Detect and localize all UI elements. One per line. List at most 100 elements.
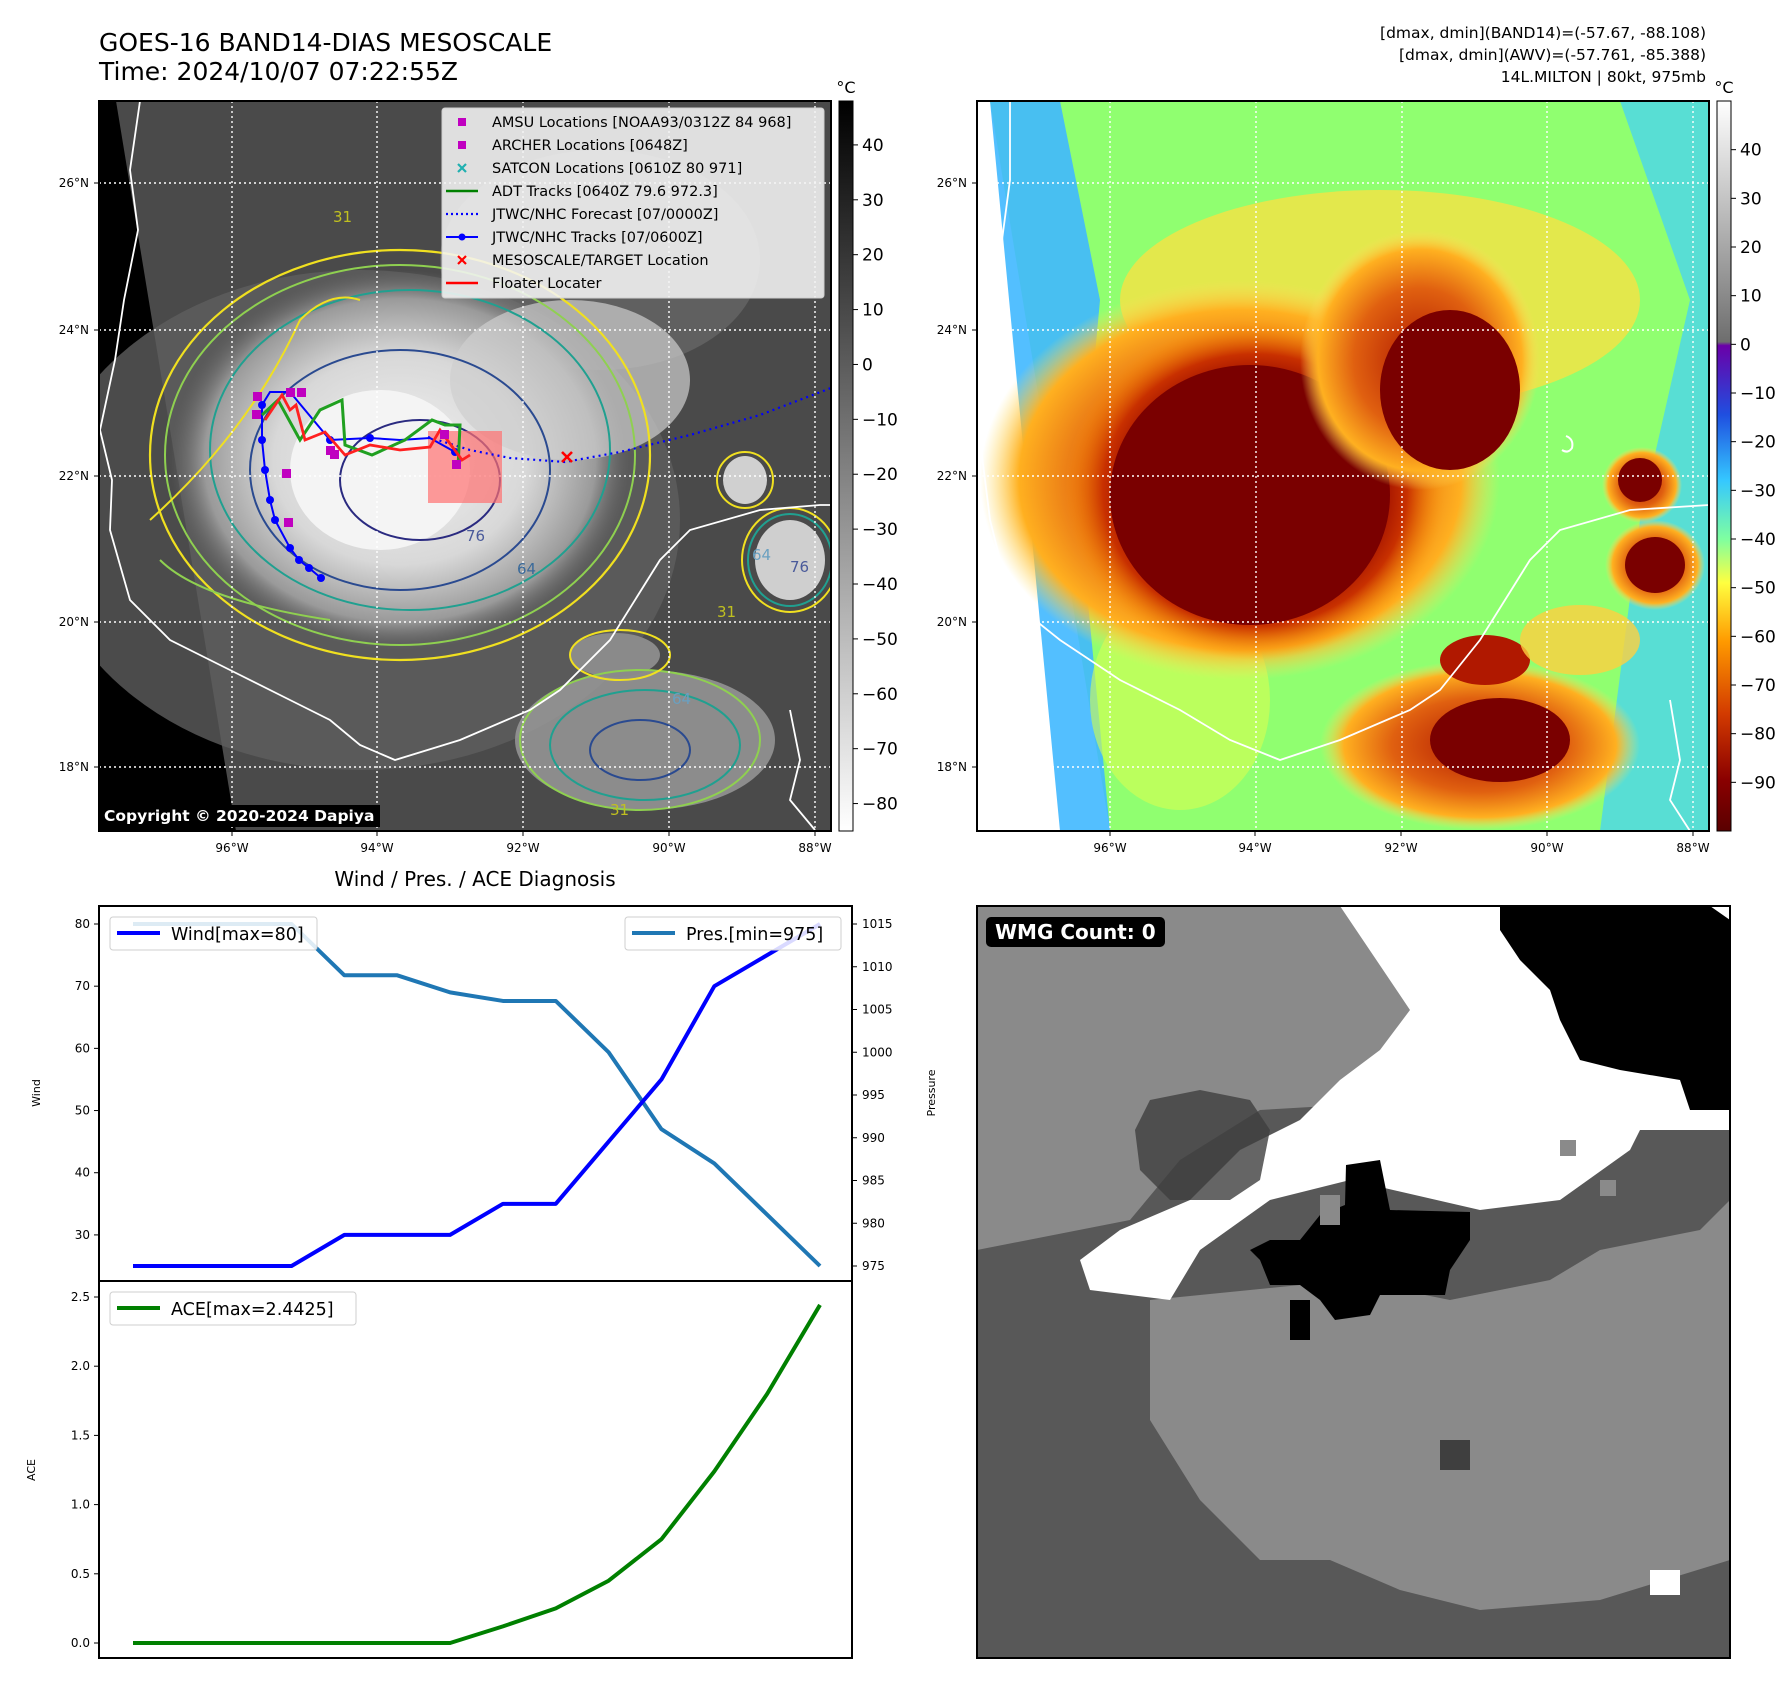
- gray-colorbar-tick-label: 0: [862, 355, 873, 375]
- enhanced-map-panel: [977, 101, 1709, 831]
- pressure-tick-label: 1000: [862, 1045, 893, 1059]
- lon-tick-label: 96°W: [1093, 841, 1126, 855]
- color-colorbar-tick-label: 40: [1740, 141, 1762, 161]
- wind-legend-label: Wind[max=80]: [171, 925, 304, 945]
- contour-label: 31: [333, 208, 352, 226]
- legend-label: ADT Tracks [0640Z 79.6 972.3]: [492, 184, 718, 200]
- color-colorbar-tick-label: −30: [1740, 481, 1776, 501]
- diagnosis-title: Wind / Pres. / ACE Diagnosis: [334, 867, 615, 891]
- gray-colorbar-tick-label: 30: [862, 191, 884, 211]
- legend-label: SATCON Locations [0610Z 80 971]: [492, 161, 742, 177]
- lat-tick-label: 26°N: [937, 176, 967, 190]
- wmg-frame: [976, 905, 1731, 1659]
- lat-tick-label: 22°N: [59, 469, 89, 483]
- ace-tick-label: 1.5: [71, 1428, 90, 1442]
- lon-tick-label: 96°W: [215, 841, 248, 855]
- contour-label: 64: [752, 546, 771, 564]
- lat-tick-label: 26°N: [59, 176, 89, 190]
- pressure-legend: Pres.[min=975]: [624, 916, 842, 951]
- info-line3: 14L.MILTON | 80kt, 975mb: [1501, 68, 1706, 86]
- lat-tick-label: 20°N: [937, 615, 967, 629]
- gray-colorbar: [838, 100, 854, 832]
- color-colorbar: [1716, 100, 1732, 832]
- contour-label: 31: [717, 603, 736, 621]
- ace-legend: ACE[max=2.4425]: [109, 1291, 357, 1326]
- legend-label: ARCHER Locations [0648Z]: [492, 138, 688, 154]
- gray-colorbar-tick-label: 20: [862, 246, 884, 266]
- gray-colorbar-tick-label: 10: [862, 301, 884, 321]
- contour-label: 64: [517, 560, 536, 578]
- color-colorbar-tick-label: 20: [1740, 238, 1762, 258]
- ace-tick-label: 1.0: [71, 1498, 90, 1512]
- contour-label: 76: [790, 558, 809, 576]
- gray-colorbar-tick-label: −80: [862, 795, 898, 815]
- color-colorbar-tick-label: −70: [1740, 676, 1776, 696]
- color-colorbar-tick-label: 0: [1740, 335, 1751, 355]
- ace-tick-label: 0.5: [71, 1567, 90, 1581]
- gray-colorbar-tick-label: −40: [862, 575, 898, 595]
- gray-colorbar-tick-label: −20: [862, 465, 898, 485]
- wind-tick-label: 80: [75, 917, 90, 931]
- color-colorbar-tick-label: −10: [1740, 384, 1776, 404]
- contour-label: 64: [672, 690, 691, 708]
- ace-tick-label: 2.5: [71, 1290, 90, 1304]
- wind-tick-label: 50: [75, 1104, 90, 1118]
- gray-colorbar-tick-label: −60: [862, 685, 898, 705]
- gray-colorbar-unit: °C: [836, 78, 855, 97]
- legend-label: JTWC/NHC Tracks [07/0600Z]: [491, 230, 703, 246]
- lon-tick-label: 92°W: [1384, 841, 1417, 855]
- enhanced-map-frame: [976, 100, 1710, 832]
- wmg-panel: [977, 906, 1730, 1658]
- legend-marker: [458, 118, 466, 126]
- ace-series-line: [133, 1303, 822, 1645]
- color-colorbar-tick-label: −40: [1740, 530, 1776, 550]
- legend-marker: [458, 233, 466, 241]
- legend-marker: [457, 163, 467, 173]
- wind-tick-label: 70: [75, 979, 90, 993]
- ace-axis-label: ACE: [25, 1459, 38, 1481]
- legend-marker: [457, 255, 467, 265]
- wind-tick-label: 30: [75, 1228, 90, 1242]
- wmg-count-badge: WMG Count: 0: [986, 917, 1165, 947]
- lat-tick-label: 24°N: [937, 323, 967, 337]
- ace-tick-label: 0.0: [71, 1636, 90, 1650]
- color-colorbar-tick-label: 10: [1740, 287, 1762, 307]
- legend-label: Floater Locater: [492, 276, 601, 292]
- color-colorbar-tick-label: −90: [1740, 773, 1776, 793]
- pressure-tick-label: 980: [862, 1216, 885, 1230]
- pressure-legend-label: Pres.[min=975]: [686, 925, 823, 945]
- ace-legend-label: ACE[max=2.4425]: [171, 1300, 334, 1320]
- legend-label: JTWC/NHC Forecast [07/0000Z]: [491, 207, 718, 223]
- wind-legend: Wind[max=80]: [109, 916, 318, 951]
- pressure-tick-label: 1010: [862, 960, 893, 974]
- copyright-label: Copyright © 2020-2024 Dapiya: [98, 805, 381, 827]
- lon-tick-label: 90°W: [652, 841, 685, 855]
- lat-tick-label: 24°N: [59, 323, 89, 337]
- contour-label: 31: [610, 801, 629, 819]
- ace-tick-label: 2.0: [71, 1359, 90, 1373]
- lon-tick-label: 94°W: [1238, 841, 1271, 855]
- lat-tick-label: 20°N: [59, 615, 89, 629]
- map-legend: AMSU Locations [NOAA93/0312Z 84 968] ARCH…: [441, 107, 825, 299]
- pressure-tick-label: 990: [862, 1131, 885, 1145]
- pressure-tick-label: 975: [862, 1259, 885, 1273]
- legend-marker: [458, 141, 466, 149]
- lon-tick-label: 90°W: [1530, 841, 1563, 855]
- ir-map-frame: [98, 100, 832, 832]
- lat-tick-label: 18°N: [59, 760, 89, 774]
- wind-series-line: [133, 922, 822, 1268]
- wind-axis-label: Wind: [30, 1079, 43, 1107]
- wind-tick-label: 60: [75, 1041, 90, 1055]
- lat-tick-label: 18°N: [937, 760, 967, 774]
- gray-colorbar-tick-label: −50: [862, 630, 898, 650]
- pressure-axis-label: Pressure: [925, 1069, 938, 1116]
- color-colorbar-tick-label: −80: [1740, 725, 1776, 745]
- legend-label: AMSU Locations [NOAA93/0312Z 84 968]: [492, 115, 791, 131]
- chart-title-line2: Time: 2024/10/07 07:22:55Z: [98, 57, 458, 86]
- lon-tick-label: 88°W: [798, 841, 831, 855]
- color-colorbar-tick-label: 30: [1740, 189, 1762, 209]
- color-colorbar-tick-label: −50: [1740, 579, 1776, 599]
- gray-colorbar-tick-label: 40: [862, 136, 884, 156]
- lon-tick-label: 88°W: [1676, 841, 1709, 855]
- contour-label: 76: [466, 527, 485, 545]
